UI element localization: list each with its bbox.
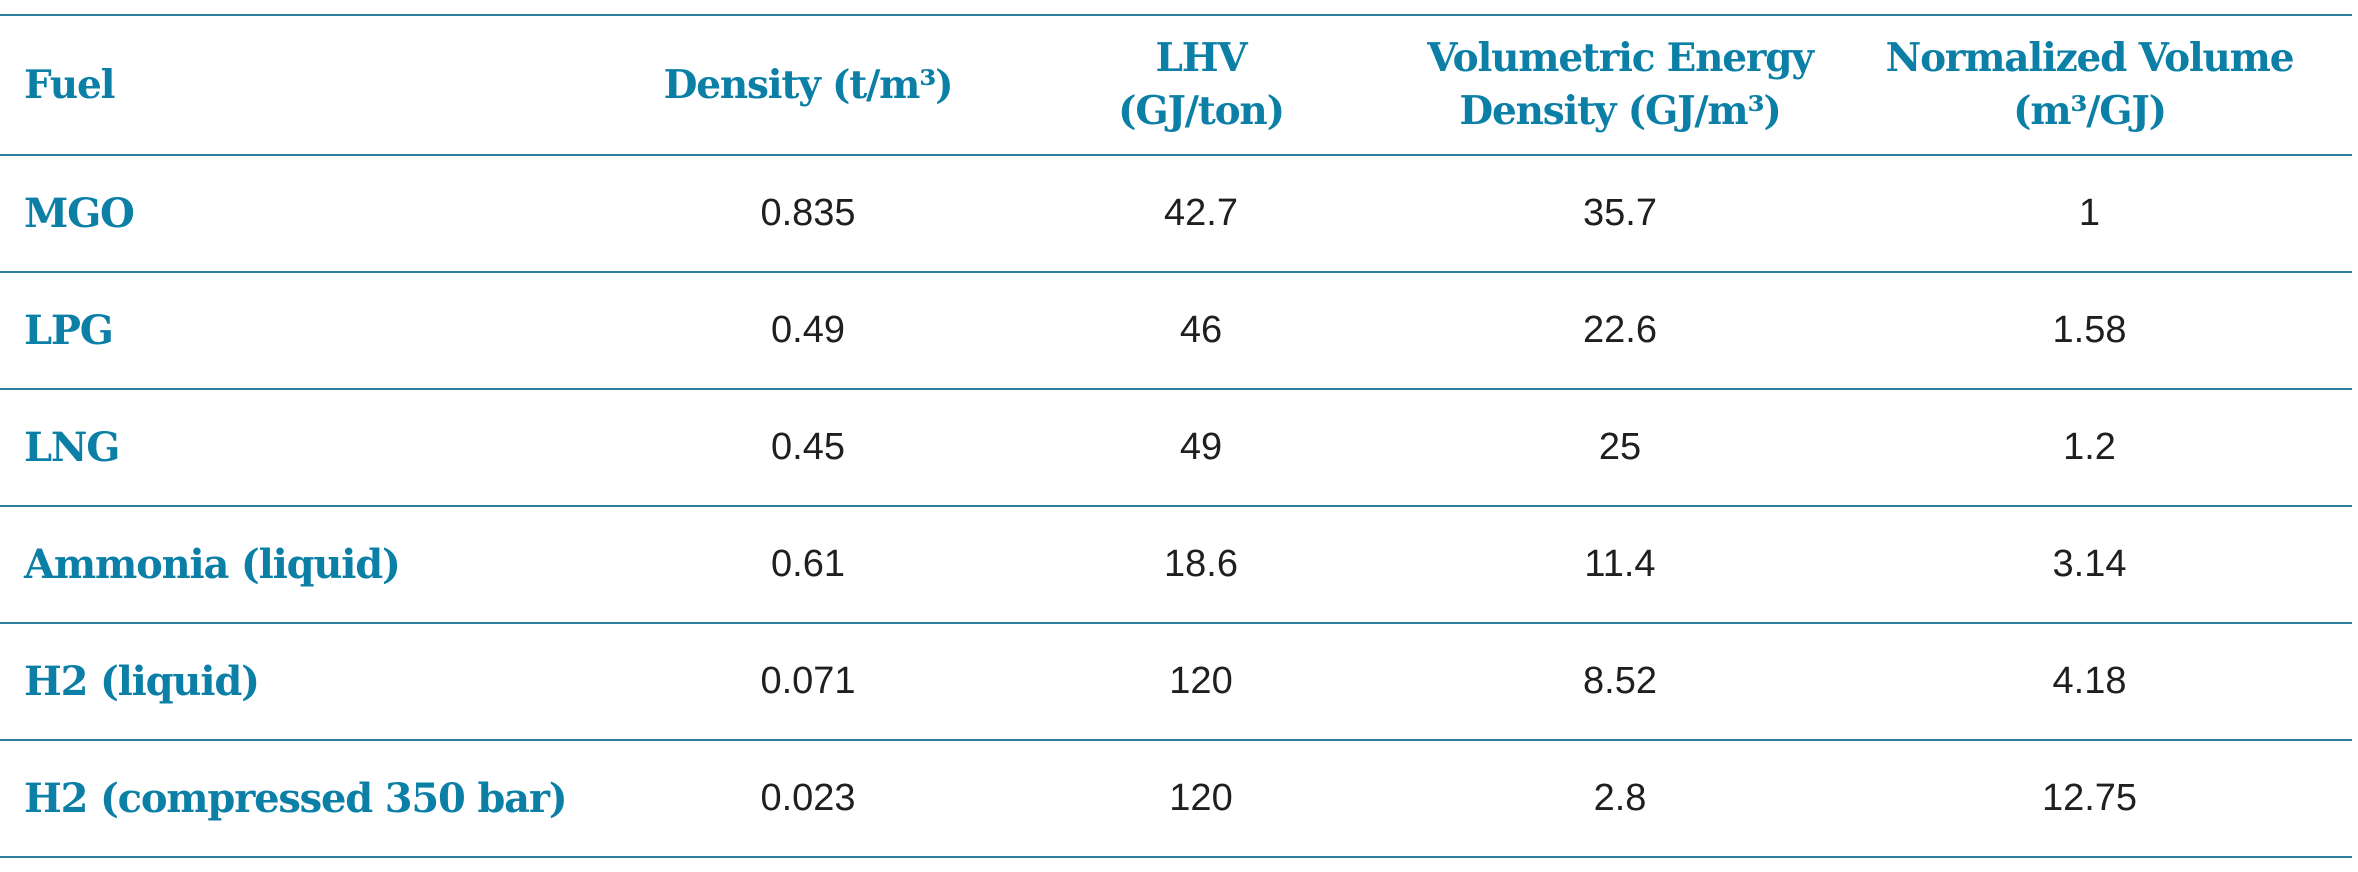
cell-volumetric-energy-density: 8.52 — [1413, 623, 1827, 741]
cell-density: 0.49 — [627, 272, 989, 390]
cell-fuel: MGO — [0, 155, 627, 273]
cell-density: 0.835 — [627, 155, 989, 273]
header-lhv-line2: (GJ/ton) — [1118, 88, 1285, 134]
cell-normalized-volume: 1 — [1827, 155, 2352, 273]
header-norm-line1: Normalized Volume — [1885, 35, 2295, 81]
cell-volumetric-energy-density: 35.7 — [1413, 155, 1827, 273]
cell-fuel: LNG — [0, 389, 627, 507]
header-norm-line2: (m³/GJ) — [2013, 88, 2167, 134]
header-lhv: LHV (GJ/ton) — [989, 15, 1413, 156]
table-row-ammonia-liquid: Ammonia (liquid) 0.61 18.6 11.4 3.14 — [0, 506, 2352, 624]
cell-density: 0.45 — [627, 389, 989, 507]
table-body: MGO 0.835 42.7 35.7 1 LPG 0.49 46 22.6 1… — [0, 155, 2352, 858]
table-row-mgo: MGO 0.835 42.7 35.7 1 — [0, 155, 2352, 273]
header-ved-line2: Density (GJ/m³) — [1459, 88, 1781, 134]
cell-normalized-volume: 3.14 — [1827, 506, 2352, 624]
cell-volumetric-energy-density: 11.4 — [1413, 506, 1827, 624]
cell-lhv: 42.7 — [989, 155, 1413, 273]
cell-fuel: LPG — [0, 272, 627, 390]
header-lhv-line1: LHV — [1155, 35, 1248, 81]
header-normalized-volume: Normalized Volume (m³/GJ) — [1827, 15, 2352, 156]
cell-normalized-volume: 1.2 — [1827, 389, 2352, 507]
cell-fuel: H2 (compressed 350 bar) — [0, 740, 627, 858]
header-row: Fuel Density (t/m³) LHV (GJ/ton) Volumet… — [0, 15, 2352, 156]
cell-lhv: 120 — [989, 623, 1413, 741]
cell-density: 0.61 — [627, 506, 989, 624]
cell-normalized-volume: 12.75 — [1827, 740, 2352, 858]
table-row-h2-compressed: H2 (compressed 350 bar) 0.023 120 2.8 12… — [0, 740, 2352, 858]
cell-volumetric-energy-density: 2.8 — [1413, 740, 1827, 858]
fuel-comparison-table-container: Fuel Density (t/m³) LHV (GJ/ton) Volumet… — [0, 14, 2352, 858]
cell-fuel: H2 (liquid) — [0, 623, 627, 741]
cell-density: 0.071 — [627, 623, 989, 741]
cell-volumetric-energy-density: 22.6 — [1413, 272, 1827, 390]
table-row-lpg: LPG 0.49 46 22.6 1.58 — [0, 272, 2352, 390]
cell-lhv: 18.6 — [989, 506, 1413, 624]
cell-lhv: 49 — [989, 389, 1413, 507]
cell-lhv: 120 — [989, 740, 1413, 858]
cell-lhv: 46 — [989, 272, 1413, 390]
header-fuel: Fuel — [0, 15, 627, 156]
header-ved-line1: Volumetric Energy — [1427, 35, 1814, 81]
cell-normalized-volume: 1.58 — [1827, 272, 2352, 390]
fuel-comparison-table: Fuel Density (t/m³) LHV (GJ/ton) Volumet… — [0, 14, 2352, 858]
cell-volumetric-energy-density: 25 — [1413, 389, 1827, 507]
cell-density: 0.023 — [627, 740, 989, 858]
header-density: Density (t/m³) — [627, 15, 989, 156]
table-row-lng: LNG 0.45 49 25 1.2 — [0, 389, 2352, 507]
table-header: Fuel Density (t/m³) LHV (GJ/ton) Volumet… — [0, 15, 2352, 156]
table-row-h2-liquid: H2 (liquid) 0.071 120 8.52 4.18 — [0, 623, 2352, 741]
header-volumetric-energy-density: Volumetric Energy Density (GJ/m³) — [1413, 15, 1827, 156]
cell-fuel: Ammonia (liquid) — [0, 506, 627, 624]
cell-normalized-volume: 4.18 — [1827, 623, 2352, 741]
